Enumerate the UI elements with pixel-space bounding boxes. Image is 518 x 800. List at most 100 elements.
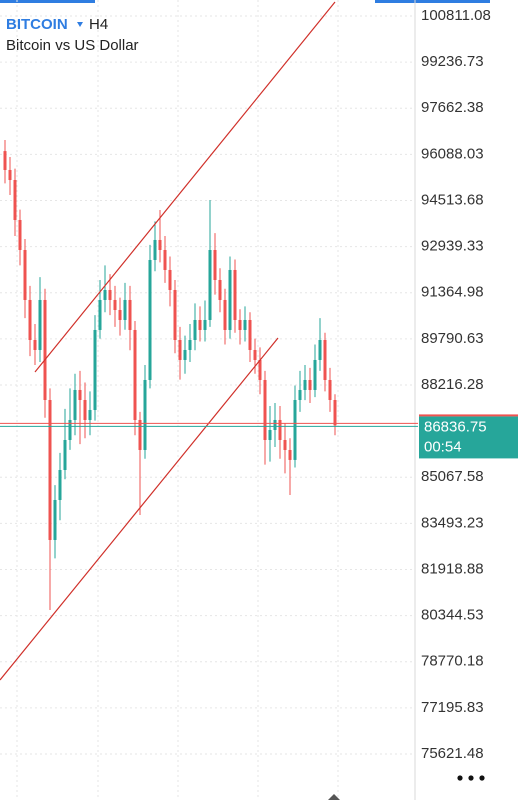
tab-indicator (0, 0, 95, 3)
candle-body (28, 299, 32, 340)
candle-body (23, 249, 27, 300)
candle-body (123, 299, 127, 320)
candle-body (148, 259, 152, 380)
countdown: 00:54 (424, 438, 462, 455)
candle-body (303, 379, 307, 390)
candle-body (183, 349, 187, 360)
candle-body (223, 299, 227, 330)
candle-body (318, 339, 322, 360)
y-tick-label: 80344.53 (421, 607, 484, 624)
vertical-grid (16, 0, 339, 800)
candle-body (188, 339, 192, 350)
candle-body (58, 469, 62, 500)
candle-body (63, 439, 67, 470)
candle-body (308, 379, 312, 390)
candle-body (103, 289, 107, 300)
candle-body (108, 289, 112, 300)
candle-body (113, 299, 117, 310)
y-tick-label: 94513.68 (421, 191, 484, 208)
candle-body (288, 449, 292, 460)
candle-body (208, 249, 212, 320)
candle-body (118, 309, 122, 320)
candle-body (323, 339, 327, 380)
y-tick-label: 100811.08 (421, 7, 491, 24)
candle-body (283, 439, 287, 450)
dot (479, 775, 485, 781)
candle-body (33, 339, 37, 350)
y-tick-label: 92939.33 (421, 238, 484, 255)
candle-body (243, 319, 247, 330)
y-tick-label: 96088.03 (421, 145, 484, 162)
candle-body (218, 279, 222, 300)
trend-line[interactable] (34, 1, 336, 373)
candle-body (248, 319, 252, 350)
candle-body (273, 419, 277, 431)
candle-body (78, 389, 82, 400)
current-price: 86836.75 (424, 418, 487, 435)
price-box-top (419, 414, 518, 417)
timeframe[interactable]: H4 (89, 16, 108, 33)
candle-body (143, 379, 147, 450)
handle[interactable] (328, 794, 340, 800)
trend-line[interactable] (0, 337, 279, 681)
candle-body (128, 299, 132, 330)
candle-body (48, 400, 52, 540)
candle-body (18, 219, 22, 250)
candle-body (193, 319, 197, 340)
candle-body (258, 359, 262, 380)
candle-body (313, 359, 317, 390)
y-tick-label: 91364.98 (421, 284, 484, 301)
y-tick-label: 85067.58 (421, 468, 484, 485)
candle-body (98, 299, 102, 330)
candle-body (38, 299, 42, 350)
candle-body (333, 400, 337, 426)
candle-body (198, 319, 202, 330)
more-menu[interactable] (457, 775, 485, 781)
tab-indicator (375, 0, 490, 3)
candle-body (178, 339, 182, 360)
candle-body (233, 269, 237, 320)
candle-body (8, 169, 12, 181)
candle-body (133, 329, 137, 420)
candle-body (278, 419, 282, 440)
y-tick-label: 75621.48 (421, 745, 484, 762)
candle-body (43, 299, 47, 400)
y-tick-label: 77195.83 (421, 699, 484, 716)
candle-body (88, 409, 92, 420)
y-tick-label: 88216.28 (421, 376, 484, 393)
candle-body (298, 389, 302, 400)
price-box (419, 416, 518, 459)
y-tick-label: 83493.23 (421, 514, 484, 531)
candle-body (328, 379, 332, 400)
dot (468, 775, 474, 781)
candle-body (173, 289, 177, 340)
candle-body (263, 379, 267, 440)
candle-body (83, 400, 87, 420)
candle-body (53, 499, 57, 540)
candle-body (163, 249, 167, 270)
dropdown-arrow[interactable] (77, 22, 83, 27)
y-tick-label: 89790.63 (421, 330, 484, 347)
candle-body (13, 180, 17, 220)
y-tick-label: 99236.73 (421, 53, 484, 70)
subtitle: Bitcoin vs US Dollar (6, 37, 139, 54)
y-tick-label: 78770.18 (421, 653, 484, 670)
candle-body (268, 430, 272, 440)
symbol[interactable]: BITCOIN (6, 16, 68, 33)
candle-body (68, 419, 72, 440)
candle-body (228, 269, 232, 330)
candle-body (73, 389, 77, 420)
y-tick-label: 81918.88 (421, 560, 484, 577)
candle-body (158, 239, 162, 250)
candle-body (238, 319, 242, 330)
y-tick-label: 97662.38 (421, 99, 484, 116)
candle-body (293, 400, 297, 460)
candle-body (203, 319, 207, 330)
candle-body (3, 151, 7, 170)
candle-body (213, 249, 217, 280)
candle-body (253, 349, 257, 360)
candle-body (93, 329, 97, 410)
candle-body (138, 419, 142, 450)
